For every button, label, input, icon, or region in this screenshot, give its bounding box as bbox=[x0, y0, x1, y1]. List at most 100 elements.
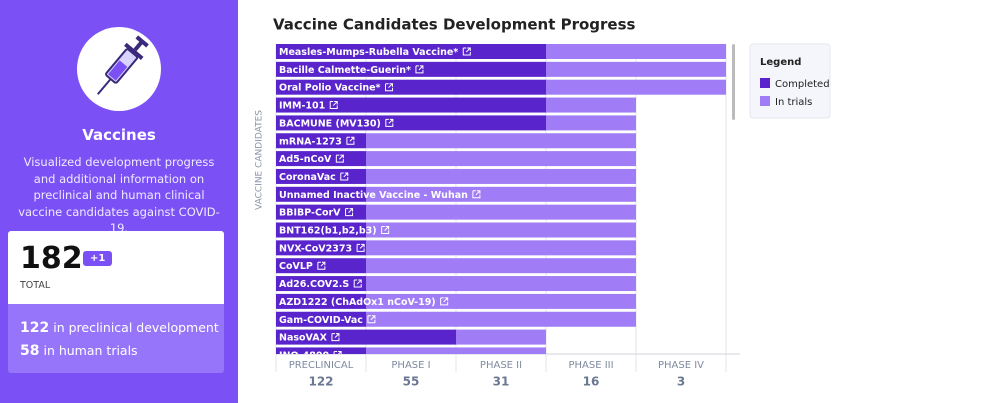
phase-count: 31 bbox=[493, 375, 510, 389]
candidate-label: CoronaVac bbox=[279, 172, 336, 183]
bar-segment bbox=[276, 293, 366, 309]
bar-segment bbox=[276, 240, 366, 256]
external-link-icon[interactable] bbox=[331, 333, 340, 342]
breakdown-card: 122 in preclinical development 58 in hum… bbox=[8, 304, 224, 373]
bar-segment bbox=[546, 115, 636, 131]
external-link-icon[interactable] bbox=[440, 297, 449, 306]
external-link-icon[interactable] bbox=[340, 172, 349, 181]
external-link-icon[interactable] bbox=[356, 243, 365, 252]
bar-segment bbox=[276, 115, 546, 131]
external-link-icon[interactable] bbox=[335, 154, 344, 163]
bar-segment bbox=[276, 347, 366, 354]
bar-segment bbox=[456, 329, 546, 345]
phase-count: 122 bbox=[308, 375, 333, 389]
scrollbar[interactable] bbox=[732, 44, 735, 120]
candidate-label: Oral Polio Vaccine* bbox=[279, 83, 381, 94]
legend-title: Legend bbox=[760, 57, 801, 68]
bar-segment bbox=[366, 347, 546, 354]
candidate-label: Bacille Calmette-Guerin* bbox=[279, 65, 411, 76]
candidate-label: Measles-Mumps-Rubella Vaccine* bbox=[279, 47, 458, 58]
bar-segment bbox=[366, 222, 636, 238]
candidate-label: IMM-101 bbox=[279, 101, 325, 112]
y-axis-label: VACCINE CANDIDATES bbox=[255, 110, 265, 210]
candidate-label: mRNA-1273 bbox=[279, 136, 342, 147]
chart-title: Vaccine Candidates Development Progress bbox=[273, 16, 636, 34]
external-link-icon[interactable] bbox=[345, 208, 354, 217]
external-link-icon[interactable] bbox=[346, 136, 355, 145]
bar-segment bbox=[546, 61, 726, 77]
phase-label: PHASE I bbox=[391, 360, 430, 371]
sidebar: Vaccines Visualized development progress… bbox=[0, 0, 238, 403]
bar-segment bbox=[366, 293, 636, 309]
candidate-label: Unnamed Inactive Vaccine - Wuhan bbox=[279, 190, 468, 201]
bar-segment bbox=[276, 329, 456, 345]
preclinical-count: 122 bbox=[20, 320, 50, 336]
phase-label: PHASE III bbox=[568, 360, 613, 371]
bar-segment bbox=[276, 97, 546, 113]
external-link-icon[interactable] bbox=[317, 261, 326, 270]
phase-count: 55 bbox=[403, 375, 420, 389]
phase-count: 16 bbox=[583, 375, 600, 389]
chart: Vaccine Candidates Development Progress … bbox=[255, 16, 831, 389]
bar-segment bbox=[276, 79, 546, 95]
bar-segment bbox=[366, 168, 636, 184]
human-trials-count: 58 bbox=[20, 343, 40, 359]
candidate-label: Ad5-nCoV bbox=[279, 154, 332, 165]
phase-label: PHASE IV bbox=[658, 360, 704, 371]
phase-label: PRECLINICAL bbox=[289, 360, 354, 371]
external-link-icon[interactable] bbox=[367, 315, 376, 324]
bar-segment bbox=[546, 44, 726, 59]
total-label: TOTAL bbox=[20, 280, 51, 291]
candidate-label: NVX-CoV2373 bbox=[279, 243, 352, 254]
bar-segment bbox=[366, 151, 636, 167]
bar-segment bbox=[276, 204, 366, 220]
legend-label: Completed bbox=[775, 79, 830, 90]
candidate-label: BNT162(b1,b2,b3) bbox=[279, 226, 377, 237]
bar-segment bbox=[276, 61, 546, 77]
external-link-icon[interactable] bbox=[329, 101, 338, 110]
bar-segment bbox=[276, 44, 546, 59]
sidebar-title: Vaccines bbox=[82, 126, 156, 144]
external-link-icon[interactable] bbox=[462, 47, 471, 56]
candidate-label: INO-4800 bbox=[279, 350, 330, 361]
bar-segment bbox=[276, 133, 366, 149]
bar-segment bbox=[276, 276, 366, 292]
external-link-icon[interactable] bbox=[472, 190, 481, 199]
external-link-icon[interactable] bbox=[381, 226, 390, 234]
phase-label: PHASE II bbox=[480, 360, 522, 371]
external-link-icon[interactable] bbox=[415, 65, 424, 74]
external-link-icon[interactable] bbox=[385, 118, 394, 127]
external-link-icon[interactable] bbox=[333, 350, 342, 358]
human-trials-label: in human trials bbox=[43, 343, 138, 358]
candidate-label: CoVLP bbox=[279, 261, 313, 272]
candidate-label: BBIBP-CorV bbox=[279, 208, 341, 219]
bar-segment bbox=[546, 79, 726, 95]
candidate-label: AZD1222 (ChAdOx1 nCoV-19) bbox=[279, 297, 436, 308]
bar-segment bbox=[366, 311, 636, 327]
preclinical-label: in preclinical development bbox=[53, 320, 219, 335]
bar-segment bbox=[366, 258, 636, 274]
total-card: 182 +1 TOTAL bbox=[8, 231, 224, 304]
bar-segment bbox=[276, 311, 366, 327]
vaccine-icon bbox=[77, 27, 161, 111]
total: 182 bbox=[20, 241, 83, 276]
candidate-label: BACMUNE (MV130) bbox=[279, 118, 381, 129]
bar-segment bbox=[366, 276, 636, 292]
candidate-label: Gam-COVID-Vac bbox=[279, 315, 363, 326]
total-change: +1 bbox=[83, 251, 113, 266]
legend-swatch bbox=[760, 78, 770, 88]
candidate-label: Ad26.COV2.S bbox=[279, 279, 349, 290]
sidebar-description: Visualized development progress and addi… bbox=[18, 155, 220, 235]
bar-segment bbox=[366, 133, 636, 149]
candidate-label: NasoVAX bbox=[279, 333, 328, 344]
bar-segment bbox=[276, 186, 366, 202]
bar-segment bbox=[366, 240, 636, 256]
external-link-icon[interactable] bbox=[353, 279, 362, 288]
legend-swatch bbox=[760, 96, 770, 106]
bar-segment bbox=[546, 97, 636, 113]
bar-segment bbox=[276, 222, 366, 238]
legend-label: In trials bbox=[775, 97, 812, 108]
external-link-icon[interactable] bbox=[385, 83, 394, 92]
phase-count: 3 bbox=[677, 375, 685, 389]
